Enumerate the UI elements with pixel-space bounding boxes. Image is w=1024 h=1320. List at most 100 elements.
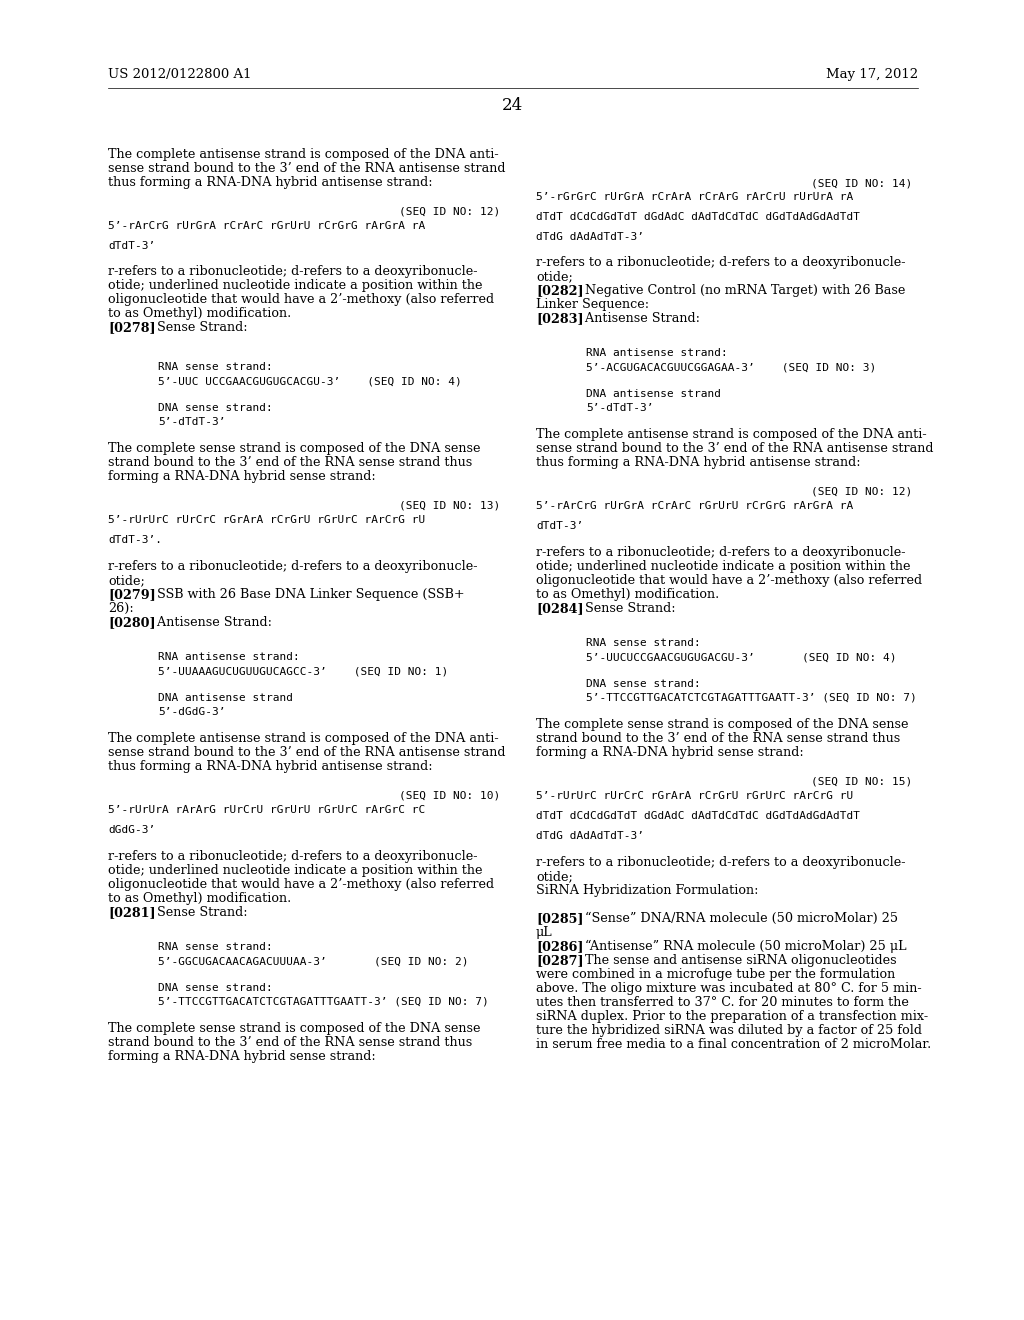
Text: The complete antisense strand is composed of the DNA anti-: The complete antisense strand is compose… <box>108 733 499 744</box>
Text: forming a RNA-DNA hybrid sense strand:: forming a RNA-DNA hybrid sense strand: <box>108 470 376 483</box>
Text: thus forming a RNA-DNA hybrid antisense strand:: thus forming a RNA-DNA hybrid antisense … <box>536 455 860 469</box>
Text: (SEQ ID NO: 12): (SEQ ID NO: 12) <box>811 487 912 498</box>
Text: May 17, 2012: May 17, 2012 <box>826 69 918 81</box>
Text: 5’-dTdT-3’: 5’-dTdT-3’ <box>586 403 653 413</box>
Text: [0280]: [0280] <box>108 616 156 630</box>
Text: (SEQ ID NO: 10): (SEQ ID NO: 10) <box>398 791 500 801</box>
Text: strand bound to the 3’ end of the RNA sense strand thus: strand bound to the 3’ end of the RNA se… <box>108 1036 472 1049</box>
Text: 5’-ACGUGACACGUUCGGAGAA-3’    (SEQ ID NO: 3): 5’-ACGUGACACGUUCGGAGAA-3’ (SEQ ID NO: 3) <box>586 362 877 372</box>
Text: r-refers to a ribonucleotide; d-refers to a deoxyribonucle-: r-refers to a ribonucleotide; d-refers t… <box>108 560 477 573</box>
Text: DNA antisense strand: DNA antisense strand <box>158 693 293 704</box>
Text: Sense Strand:: Sense Strand: <box>141 906 248 919</box>
Text: 5’-dTdT-3’: 5’-dTdT-3’ <box>158 417 225 426</box>
Text: 5’-rGrGrC rUrGrA rCrArA rCrArG rArCrU rUrUrA rA: 5’-rGrGrC rUrGrA rCrArA rCrArG rArCrU rU… <box>536 191 853 202</box>
Text: dGdG-3’: dGdG-3’ <box>108 825 156 836</box>
Text: otide;: otide; <box>536 870 572 883</box>
Text: dTdT dCdCdGdTdT dGdAdC dAdTdCdTdC dGdTdAdGdAdTdT: dTdT dCdCdGdTdT dGdAdC dAdTdCdTdC dGdTdA… <box>536 213 860 222</box>
Text: siRNA duplex. Prior to the preparation of a transfection mix-: siRNA duplex. Prior to the preparation o… <box>536 1010 928 1023</box>
Text: [0279]: [0279] <box>108 587 156 601</box>
Text: dTdT dCdCdGdTdT dGdAdC dAdTdCdTdC dGdTdAdGdAdTdT: dTdT dCdCdGdTdT dGdAdC dAdTdCdTdC dGdTdA… <box>536 810 860 821</box>
Text: above. The oligo mixture was incubated at 80° C. for 5 min-: above. The oligo mixture was incubated a… <box>536 982 922 995</box>
Text: 5’-rArCrG rUrGrA rCrArC rGrUrU rCrGrG rArGrA rA: 5’-rArCrG rUrGrA rCrArC rGrUrU rCrGrG rA… <box>536 502 853 511</box>
Text: The complete sense strand is composed of the DNA sense: The complete sense strand is composed of… <box>108 1022 480 1035</box>
Text: 5’-UUCUCCGAACGUGUGACGU-3’       (SEQ ID NO: 4): 5’-UUCUCCGAACGUGUGACGU-3’ (SEQ ID NO: 4) <box>586 652 896 663</box>
Text: [0281]: [0281] <box>108 906 156 919</box>
Text: 5’-TTCCGTTGACATCTCGTAGATTTGAATT-3’ (SEQ ID NO: 7): 5’-TTCCGTTGACATCTCGTAGATTTGAATT-3’ (SEQ … <box>586 693 916 704</box>
Text: r-refers to a ribonucleotide; d-refers to a deoxyribonucle-: r-refers to a ribonucleotide; d-refers t… <box>536 546 905 558</box>
Text: DNA sense strand:: DNA sense strand: <box>158 403 272 413</box>
Text: to as Omethyl) modification.: to as Omethyl) modification. <box>108 892 291 906</box>
Text: 5’-UUAAAGUCUGUUGUCAGCC-3’    (SEQ ID NO: 1): 5’-UUAAAGUCUGUUGUCAGCC-3’ (SEQ ID NO: 1) <box>158 667 449 676</box>
Text: [0284]: [0284] <box>536 602 584 615</box>
Text: 5’-rUrUrC rUrCrC rGrArA rCrGrU rGrUrC rArCrG rU: 5’-rUrUrC rUrCrC rGrArA rCrGrU rGrUrC rA… <box>108 515 425 525</box>
Text: were combined in a microfuge tube per the formulation: were combined in a microfuge tube per th… <box>536 968 895 981</box>
Text: US 2012/0122800 A1: US 2012/0122800 A1 <box>108 69 252 81</box>
Text: r-refers to a ribonucleotide; d-refers to a deoxyribonucle-: r-refers to a ribonucleotide; d-refers t… <box>536 855 905 869</box>
Text: otide;: otide; <box>536 271 572 282</box>
Text: SiRNA Hybridization Formulation:: SiRNA Hybridization Formulation: <box>536 884 759 898</box>
Text: strand bound to the 3’ end of the RNA sense strand thus: strand bound to the 3’ end of the RNA se… <box>108 455 472 469</box>
Text: strand bound to the 3’ end of the RNA sense strand thus: strand bound to the 3’ end of the RNA se… <box>536 733 900 744</box>
Text: The complete antisense strand is composed of the DNA anti-: The complete antisense strand is compose… <box>108 148 499 161</box>
Text: 5’-rUrUrA rArArG rUrCrU rGrUrU rGrUrC rArGrC rC: 5’-rUrUrA rArArG rUrCrU rGrUrU rGrUrC rA… <box>108 805 425 814</box>
Text: The complete antisense strand is composed of the DNA anti-: The complete antisense strand is compose… <box>536 428 927 441</box>
Text: ture the hybridized siRNA was diluted by a factor of 25 fold: ture the hybridized siRNA was diluted by… <box>536 1024 922 1038</box>
Text: 5’-rUrUrC rUrCrC rGrArA rCrGrU rGrUrC rArCrG rU: 5’-rUrUrC rUrCrC rGrArA rCrGrU rGrUrC rA… <box>536 791 853 801</box>
Text: 5’-GGCUGACAACAGACUUUAA-3’       (SEQ ID NO: 2): 5’-GGCUGACAACAGACUUUAA-3’ (SEQ ID NO: 2) <box>158 956 469 966</box>
Text: DNA antisense strand: DNA antisense strand <box>586 389 721 399</box>
Text: RNA antisense strand:: RNA antisense strand: <box>158 652 300 663</box>
Text: sense strand bound to the 3’ end of the RNA antisense strand: sense strand bound to the 3’ end of the … <box>108 746 506 759</box>
Text: to as Omethyl) modification.: to as Omethyl) modification. <box>108 308 291 319</box>
Text: otide; underlined nucleotide indicate a position within the: otide; underlined nucleotide indicate a … <box>108 865 482 876</box>
Text: [0278]: [0278] <box>108 321 156 334</box>
Text: [0282]: [0282] <box>536 284 584 297</box>
Text: oligonucleotide that would have a 2’-methoxy (also referred: oligonucleotide that would have a 2’-met… <box>108 293 495 306</box>
Text: oligonucleotide that would have a 2’-methoxy (also referred: oligonucleotide that would have a 2’-met… <box>536 574 923 587</box>
Text: dTdG dAdAdTdT-3’: dTdG dAdAdTdT-3’ <box>536 832 644 841</box>
Text: oligonucleotide that would have a 2’-methoxy (also referred: oligonucleotide that would have a 2’-met… <box>108 878 495 891</box>
Text: [0287]: [0287] <box>536 954 584 968</box>
Text: forming a RNA-DNA hybrid sense strand:: forming a RNA-DNA hybrid sense strand: <box>536 746 804 759</box>
Text: otide; underlined nucleotide indicate a position within the: otide; underlined nucleotide indicate a … <box>108 279 482 292</box>
Text: Antisense Strand:: Antisense Strand: <box>141 616 272 630</box>
Text: 5’-TTCCGTTGACATCTCGTAGATTTGAATT-3’ (SEQ ID NO: 7): 5’-TTCCGTTGACATCTCGTAGATTTGAATT-3’ (SEQ … <box>158 997 488 1007</box>
Text: The complete sense strand is composed of the DNA sense: The complete sense strand is composed of… <box>108 442 480 455</box>
Text: RNA antisense strand:: RNA antisense strand: <box>586 348 728 358</box>
Text: Sense Strand:: Sense Strand: <box>569 602 676 615</box>
Text: dTdT-3’: dTdT-3’ <box>536 521 584 531</box>
Text: otide;: otide; <box>108 574 144 587</box>
Text: 5’-rArCrG rUrGrA rCrArC rGrUrU rCrGrG rArGrA rA: 5’-rArCrG rUrGrA rCrArC rGrUrU rCrGrG rA… <box>108 220 425 231</box>
Text: thus forming a RNA-DNA hybrid antisense strand:: thus forming a RNA-DNA hybrid antisense … <box>108 176 432 189</box>
Text: to as Omethyl) modification.: to as Omethyl) modification. <box>536 587 719 601</box>
Text: [0285]: [0285] <box>536 912 584 925</box>
Text: thus forming a RNA-DNA hybrid antisense strand:: thus forming a RNA-DNA hybrid antisense … <box>108 760 432 774</box>
Text: The sense and antisense siRNA oligonucleotides: The sense and antisense siRNA oligonucle… <box>569 954 897 968</box>
Text: [0286]: [0286] <box>536 940 584 953</box>
Text: utes then transferred to 37° C. for 20 minutes to form the: utes then transferred to 37° C. for 20 m… <box>536 997 909 1008</box>
Text: sense strand bound to the 3’ end of the RNA antisense strand: sense strand bound to the 3’ end of the … <box>108 162 506 176</box>
Text: forming a RNA-DNA hybrid sense strand:: forming a RNA-DNA hybrid sense strand: <box>108 1049 376 1063</box>
Text: Linker Sequence:: Linker Sequence: <box>536 298 649 312</box>
Text: (SEQ ID NO: 15): (SEQ ID NO: 15) <box>811 777 912 787</box>
Text: “Sense” DNA/RNA molecule (50 microMolar) 25: “Sense” DNA/RNA molecule (50 microMolar)… <box>569 912 898 925</box>
Text: 5’-UUC UCCGAACGUGUGCACGU-3’    (SEQ ID NO: 4): 5’-UUC UCCGAACGUGUGCACGU-3’ (SEQ ID NO: … <box>158 376 462 385</box>
Text: 5’-dGdG-3’: 5’-dGdG-3’ <box>158 708 225 717</box>
Text: DNA sense strand:: DNA sense strand: <box>158 983 272 993</box>
Text: r-refers to a ribonucleotide; d-refers to a deoxyribonucle-: r-refers to a ribonucleotide; d-refers t… <box>108 850 477 863</box>
Text: RNA sense strand:: RNA sense strand: <box>586 638 700 648</box>
Text: μL: μL <box>536 927 553 939</box>
Text: RNA sense strand:: RNA sense strand: <box>158 362 272 372</box>
Text: sense strand bound to the 3’ end of the RNA antisense strand: sense strand bound to the 3’ end of the … <box>536 442 934 455</box>
Text: The complete sense strand is composed of the DNA sense: The complete sense strand is composed of… <box>536 718 908 731</box>
Text: Antisense Strand:: Antisense Strand: <box>569 312 700 325</box>
Text: Sense Strand:: Sense Strand: <box>141 321 248 334</box>
Text: (SEQ ID NO: 13): (SEQ ID NO: 13) <box>398 502 500 511</box>
Text: “Antisense” RNA molecule (50 microMolar) 25 μL: “Antisense” RNA molecule (50 microMolar)… <box>569 940 906 953</box>
Text: in serum free media to a final concentration of 2 microMolar.: in serum free media to a final concentra… <box>536 1038 931 1051</box>
Text: (SEQ ID NO: 14): (SEQ ID NO: 14) <box>811 178 912 187</box>
Text: dTdT-3’.: dTdT-3’. <box>108 535 162 545</box>
Text: dTdG dAdAdTdT-3’: dTdG dAdAdTdT-3’ <box>536 232 644 242</box>
Text: r-refers to a ribonucleotide; d-refers to a deoxyribonucle-: r-refers to a ribonucleotide; d-refers t… <box>108 265 477 279</box>
Text: r-refers to a ribonucleotide; d-refers to a deoxyribonucle-: r-refers to a ribonucleotide; d-refers t… <box>536 256 905 269</box>
Text: otide; underlined nucleotide indicate a position within the: otide; underlined nucleotide indicate a … <box>536 560 910 573</box>
